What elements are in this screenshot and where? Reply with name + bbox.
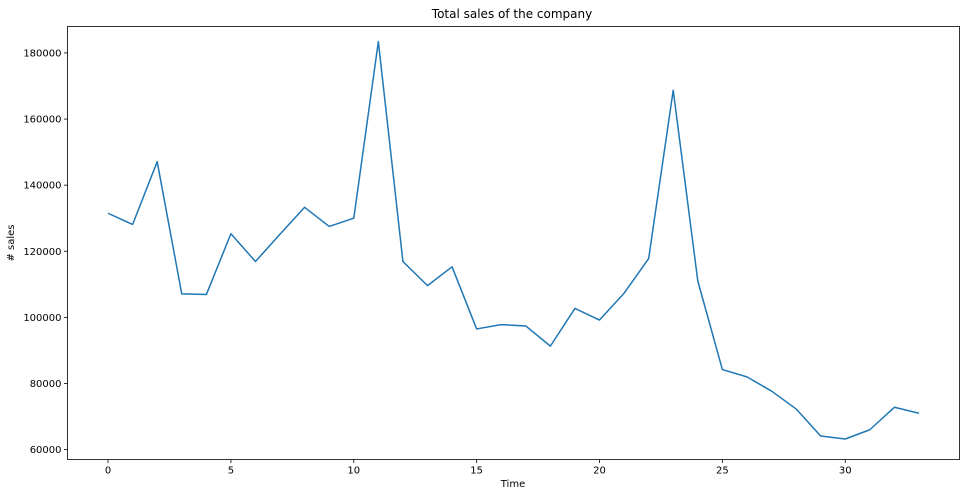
y-tick-label: 80000 bbox=[30, 379, 62, 390]
x-axis: 0 5 10 15 20 25 30 bbox=[105, 459, 852, 477]
x-tick-label: 25 bbox=[716, 466, 729, 477]
chart-title: Total sales of the company bbox=[431, 7, 592, 21]
x-tick-label: 0 bbox=[105, 466, 111, 477]
x-tick-label: 20 bbox=[593, 466, 606, 477]
x-tick-label: 15 bbox=[470, 466, 483, 477]
x-tick-label: 30 bbox=[839, 466, 852, 477]
y-tick-label: 60000 bbox=[30, 445, 62, 456]
y-tick-label: 140000 bbox=[23, 181, 61, 192]
y-axis: 60000 80000 100000 120000 140000 160000 180000 bbox=[23, 48, 68, 456]
y-tick-label: 100000 bbox=[23, 313, 61, 324]
y-axis-label: # sales bbox=[6, 224, 17, 261]
plot-area: 0 5 10 15 20 25 30 60000 80000 100000 120000 14000… bbox=[23, 26, 960, 477]
y-tick-label: 180000 bbox=[23, 48, 61, 59]
x-axis-label: Time bbox=[500, 479, 525, 490]
plot-frame bbox=[67, 26, 960, 460]
y-tick-label: 160000 bbox=[23, 115, 61, 126]
y-tick-label: 120000 bbox=[23, 247, 61, 258]
x-tick-label: 5 bbox=[228, 466, 234, 477]
x-tick-label: 10 bbox=[347, 466, 360, 477]
series-line bbox=[107, 40, 920, 440]
